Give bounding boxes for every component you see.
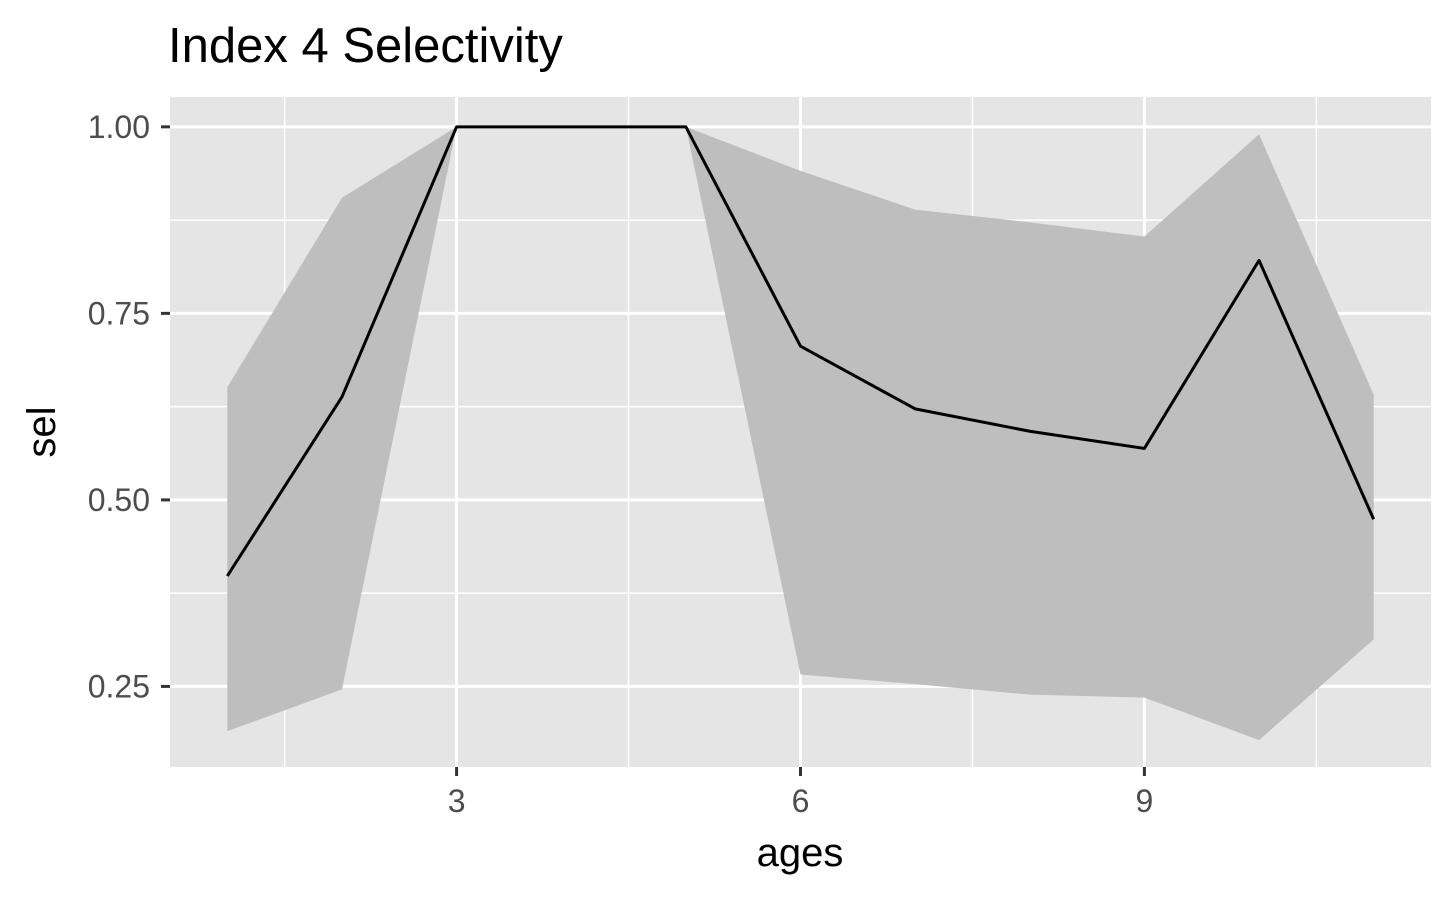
y-axis-title: sel [20, 406, 64, 457]
x-tick-label: 6 [792, 783, 810, 819]
x-axis: 3 6 9 [448, 767, 1154, 819]
x-axis-title: ages [757, 831, 844, 875]
y-tick-label: 0.75 [88, 295, 150, 331]
y-tick-label: 0.50 [88, 482, 150, 518]
x-tick-label: 3 [448, 783, 466, 819]
ribbon-layer [227, 126, 1374, 741]
y-tick-label: 1.00 [88, 109, 150, 145]
y-tick-label: 0.25 [88, 668, 150, 704]
series-line [226, 125, 1376, 577]
chart-title: Index 4 Selectivity [168, 19, 563, 73]
confidence-ribbon [227, 126, 1374, 741]
x-tick-label: 9 [1136, 783, 1154, 819]
y-axis: 0.25 0.50 0.75 1.00 [88, 109, 170, 704]
line-layer [226, 125, 1376, 577]
